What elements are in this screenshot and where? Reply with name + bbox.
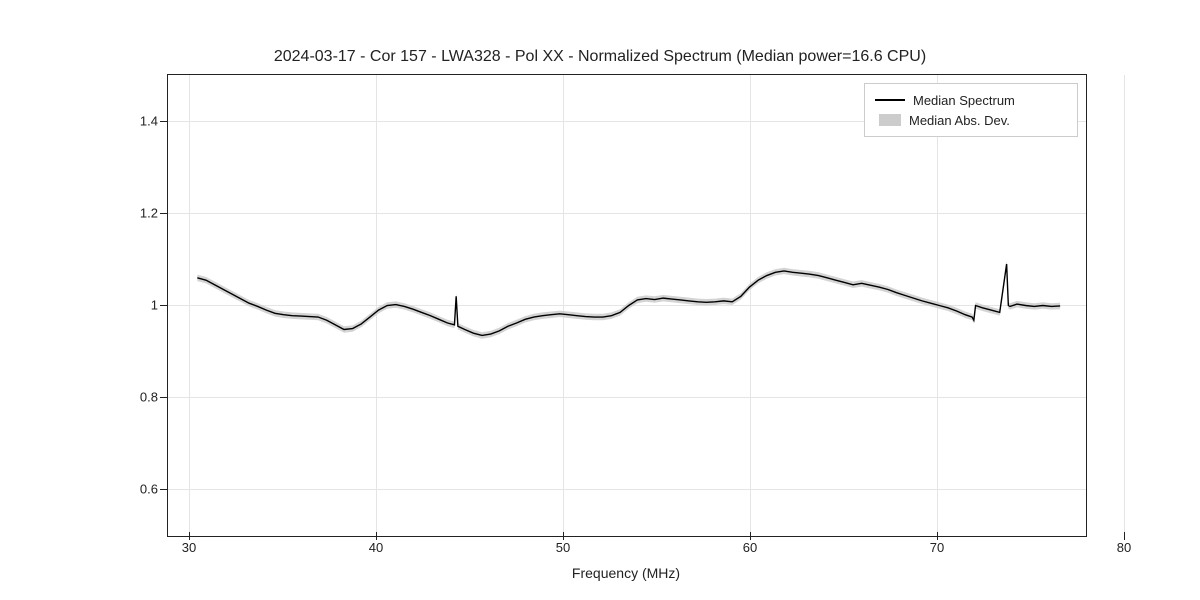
legend-item-median-abs-dev: Median Abs. Dev. [875,110,1067,130]
y-tick-label: 1.2 [140,206,158,221]
chart-legend[interactable]: Median Spectrum Median Abs. Dev. [864,83,1078,137]
legend-label-median-spectrum: Median Spectrum [913,93,1015,108]
y-tick-label: 1.4 [140,114,158,129]
x-tick-label: 80 [1117,540,1131,555]
x-tick-label: 30 [182,540,196,555]
x-tick-label: 70 [930,540,944,555]
chart-title: 2024-03-17 - Cor 157 - LWA328 - Pol XX -… [0,48,1200,66]
y-tick-mark [160,489,168,490]
y-tick-mark [160,213,168,214]
spectrum-line-chart [168,75,1086,536]
x-axis-label: Frequency (MHz) [167,565,1085,581]
y-tick-mark [160,305,168,306]
y-tick-label: 0.8 [140,390,158,405]
plot-area: 30 40 50 60 70 80 1.4 1.2 1 0.8 0.6 Medi… [167,74,1087,537]
x-tick-mark [1124,532,1125,540]
x-tick-label: 60 [743,540,757,555]
legend-label-median-abs-dev: Median Abs. Dev. [909,113,1010,128]
median-abs-dev-band [197,261,1060,339]
y-tick-mark [160,397,168,398]
x-tick-label: 50 [556,540,570,555]
y-tick-mark [160,121,168,122]
median-spectrum-swatch [875,99,905,101]
y-tick-label: 1 [151,298,158,313]
legend-item-median-spectrum: Median Spectrum [875,90,1067,110]
median-abs-dev-swatch [879,114,901,126]
median-spectrum-line [197,264,1060,335]
chart-root: 2024-03-17 - Cor 157 - LWA328 - Pol XX -… [0,0,1200,600]
x-tick-label: 40 [369,540,383,555]
gridline-vertical [1124,75,1125,536]
y-tick-label: 0.6 [140,482,158,497]
